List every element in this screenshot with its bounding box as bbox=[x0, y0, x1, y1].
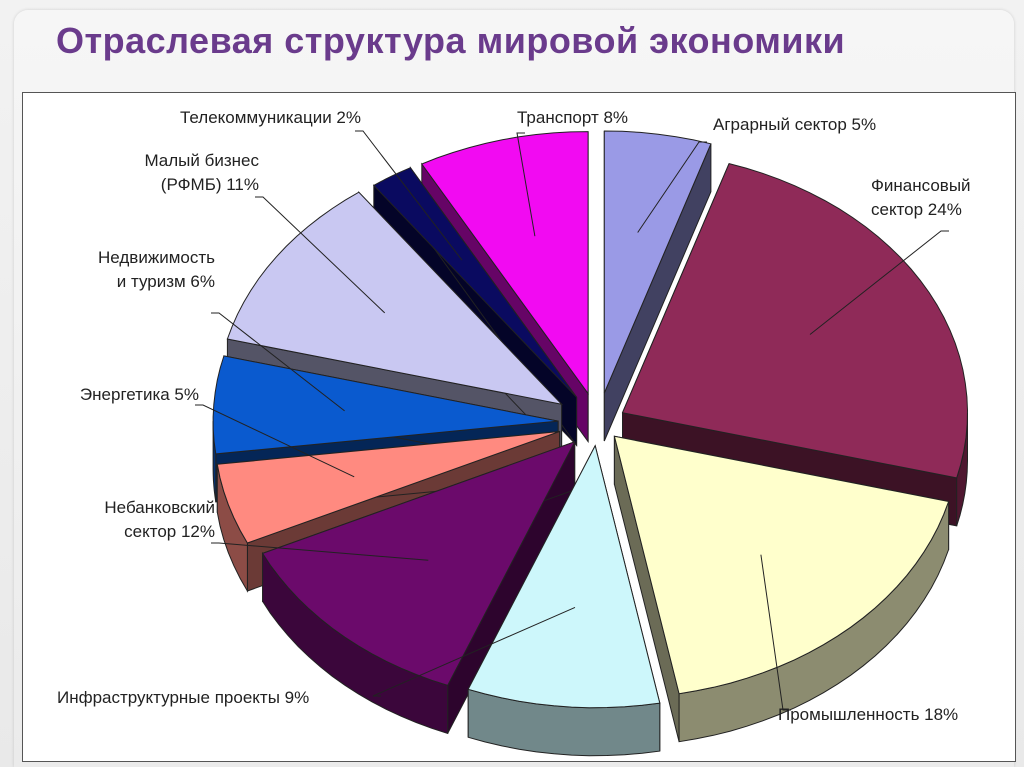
leader-line bbox=[255, 196, 386, 314]
slice-4 bbox=[467, 444, 661, 709]
leader-line bbox=[211, 542, 429, 561]
leader-line bbox=[637, 141, 707, 233]
leader-line bbox=[372, 606, 576, 697]
slice-label: Аграрный сектор 5% bbox=[713, 115, 876, 134]
slice-label: и туризм 6% bbox=[117, 272, 215, 291]
leader-line bbox=[516, 132, 536, 237]
slice-label: Небанковский bbox=[104, 498, 215, 517]
slice-labels: Аграрный сектор 5% Финансовый сектор 24% Пр… bbox=[57, 108, 971, 724]
slice-label: Энергетика 5% bbox=[80, 385, 199, 404]
leader-line bbox=[211, 312, 345, 412]
slice-label: Финансовый bbox=[871, 176, 971, 195]
slide-title: Отраслевая структура мировой экономики bbox=[56, 20, 846, 61]
slice-label: Промышленность 18% bbox=[778, 705, 958, 724]
slice-label: Недвижимость bbox=[98, 248, 215, 267]
slice-10 bbox=[421, 131, 589, 396]
slice-label: Инфраструктурные проекты 9% bbox=[57, 688, 309, 707]
chart-frame: Аграрный сектор 5% Финансовый сектор 24% Пр… bbox=[22, 92, 1016, 762]
leader-line bbox=[809, 230, 949, 335]
pie-chart: Аграрный сектор 5% Финансовый сектор 24% Пр… bbox=[57, 108, 971, 757]
slice-label: (РФМБ) 11% bbox=[161, 175, 259, 194]
slice-label: Малый бизнес bbox=[144, 151, 259, 170]
slice-2 bbox=[621, 163, 969, 479]
leader-line bbox=[355, 130, 463, 261]
leader-line bbox=[760, 554, 791, 711]
slice-label: сектор 24% bbox=[871, 200, 962, 219]
slice-3 bbox=[613, 435, 950, 695]
slice-label: сектор 12% bbox=[124, 522, 215, 541]
slice-sides bbox=[212, 130, 969, 757]
slice-7 bbox=[212, 355, 559, 455]
slice-label: Телекоммуникации 2% bbox=[180, 108, 361, 127]
slice-label: Транспорт 8% bbox=[517, 108, 628, 127]
slice-6 bbox=[216, 431, 560, 544]
slice-8 bbox=[226, 191, 564, 405]
leader-lines bbox=[195, 130, 949, 711]
slice-9 bbox=[372, 167, 578, 398]
leader-line bbox=[195, 404, 355, 478]
